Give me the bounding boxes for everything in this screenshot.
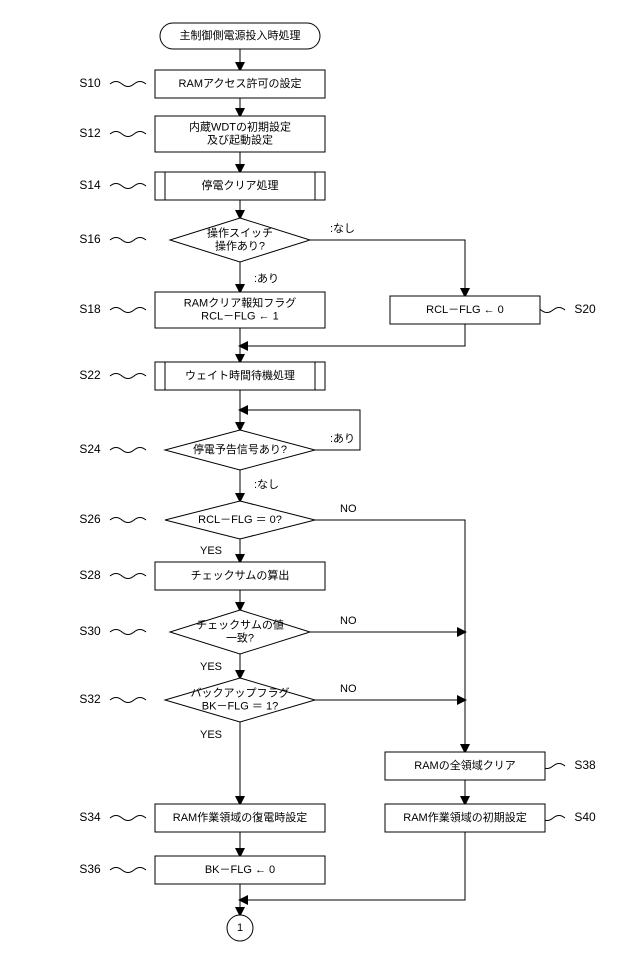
edge-label: NO: [340, 683, 357, 695]
node-text: 1: [237, 922, 243, 934]
node-text: RAMの全領域クリア: [414, 758, 515, 772]
node-text: 停電予告信号あり?: [193, 442, 287, 456]
step-label: S38: [574, 758, 596, 772]
node-s26: RCL－FLG ＝ 0?: [165, 501, 315, 539]
node-s36: BK－FLG ← 0: [155, 856, 325, 884]
node-text: 操作スイッチ操作あり?: [207, 225, 273, 252]
step-squiggle: [110, 374, 146, 379]
step-label: S28: [79, 568, 101, 582]
edge: [310, 240, 465, 296]
step-squiggle: [110, 238, 146, 243]
node-s38: RAMの全領域クリア: [385, 752, 545, 780]
step-squiggle: [110, 308, 146, 313]
step-label: S26: [79, 512, 101, 526]
step-squiggle: [110, 630, 146, 635]
node-s28: チェックサムの算出: [155, 562, 325, 590]
node-s30: チェックサムの値一致?: [170, 610, 310, 654]
node-text: チェックサムの算出: [191, 568, 290, 582]
node-text: ウェイト時間待機処理: [185, 368, 295, 382]
step-label: S16: [79, 232, 101, 246]
step-squiggle: [110, 448, 146, 453]
step-label: S18: [79, 302, 101, 316]
node-s16: 操作スイッチ操作あり?: [170, 218, 310, 262]
edge-label: YES: [200, 661, 222, 673]
node-s20: RCL－FLG ← 0: [390, 296, 540, 324]
step-label: S10: [79, 76, 101, 90]
node-text: RCL－FLG ← 0: [426, 304, 504, 316]
step-squiggle: [110, 816, 146, 821]
edge-label: :あり: [330, 432, 355, 445]
node-text: RAM作業領域の初期設定: [403, 810, 526, 824]
edge-label: YES: [200, 545, 222, 557]
step-squiggle: [110, 698, 146, 703]
step-label: S36: [79, 862, 101, 876]
node-text: RAMアクセス許可の設定: [179, 76, 302, 90]
step-label: S22: [79, 368, 101, 382]
node-s14: 停電クリア処理: [155, 172, 325, 200]
step-label: S32: [79, 692, 101, 706]
step-label: S30: [79, 624, 101, 638]
node-text: 停電クリア処理: [202, 178, 279, 192]
step-squiggle: [110, 82, 146, 87]
step-squiggle: [110, 574, 146, 579]
node-s24: 停電予告信号あり?: [165, 430, 315, 470]
step-squiggle: [110, 868, 146, 873]
node-s12: 内蔵WDTの初期設定及び起動設定: [155, 116, 325, 152]
step-squiggle: [110, 184, 146, 189]
node-text: バックアップフラグBK－FLG ＝ 1?: [191, 685, 290, 712]
nodes-group: 主制御側電源投入時処理 RAMアクセス許可の設定内蔵WDTの初期設定及び起動設定停…: [155, 23, 545, 941]
node-text: RAM作業領域の復電時設定: [173, 810, 307, 824]
step-label: S14: [79, 178, 101, 192]
step-squiggle: [110, 132, 146, 137]
node-s18: RAMクリア報知フラグRCL－FLG ← 1: [155, 292, 325, 328]
step-label: S24: [79, 442, 101, 456]
step-label: S34: [79, 810, 101, 824]
node-s22: ウェイト時間待機処理: [155, 362, 325, 390]
node-start: 主制御側電源投入時処理: [160, 23, 320, 49]
edge-label: :なし: [254, 478, 279, 491]
edge-label: :なし: [330, 222, 355, 235]
step-squiggle: [110, 518, 146, 523]
step-label: S40: [574, 810, 596, 824]
edge-label: YES: [200, 729, 222, 741]
node-conn1: 1: [227, 915, 253, 941]
node-s34: RAM作業領域の復電時設定: [155, 804, 325, 832]
edge: [315, 520, 465, 752]
node-text: 主制御側電源投入時処理: [180, 28, 301, 42]
node-s32: バックアップフラグBK－FLG ＝ 1?: [165, 678, 315, 722]
step-label: S20: [574, 302, 596, 316]
edge-label: NO: [340, 615, 357, 627]
node-s40: RAM作業領域の初期設定: [385, 804, 545, 832]
flowchart-canvas: :あり :なし :あり :なし YES NO YES NO YES NO 主制御側電源投入時処理 RA…: [10, 10, 640, 950]
edge-label: :あり: [254, 272, 279, 285]
node-text: BK－FLG ← 0: [205, 864, 275, 876]
edge-label: NO: [340, 503, 357, 515]
step-label: S12: [79, 126, 101, 140]
node-text: RCL－FLG ＝ 0?: [198, 514, 282, 526]
node-s10: RAMアクセス許可の設定: [155, 70, 325, 98]
